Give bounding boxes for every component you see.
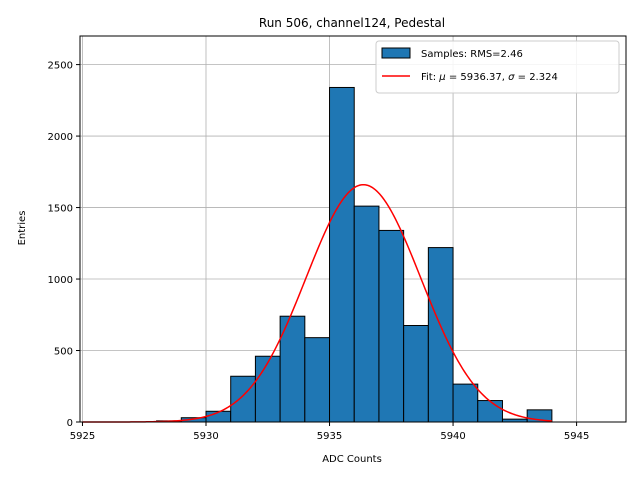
x-tick-label: 5925: [70, 431, 95, 442]
y-axis-ticks: 0 500 1000 1500 2000 2500: [48, 61, 80, 429]
legend-label-samples: Samples: RMS=2.46: [421, 49, 523, 60]
x-tick-label: 5940: [440, 431, 465, 442]
x-tick-label: 5930: [193, 431, 218, 442]
legend: Samples: RMS=2.46 Fit: μ = 5936.37, σ = …: [375, 40, 620, 94]
legend-swatch-samples: [381, 47, 411, 59]
histogram-bar: [353, 205, 380, 423]
histogram-bar: [452, 383, 479, 423]
legend-box: [375, 40, 620, 94]
y-tick-label: 2000: [48, 132, 73, 143]
x-tick-label: 5935: [317, 431, 342, 442]
x-axis-label: ADC Counts: [322, 454, 382, 465]
histogram-bar: [477, 400, 503, 423]
histogram-bar: [329, 86, 355, 423]
histogram-bars: [156, 86, 553, 423]
histogram-bar: [304, 337, 331, 423]
legend-label-fit: Fit: μ = 5936.37, σ = 2.324: [421, 72, 558, 83]
x-tick-label: 5945: [564, 431, 589, 442]
histogram-bar: [378, 229, 405, 423]
histogram-bar: [427, 247, 454, 423]
plot-frame: [79, 35, 627, 423]
y-tick-label: 0: [67, 418, 73, 429]
x-axis-ticks: 5925 5930 5935 5940 5945: [70, 422, 589, 442]
y-tick-label: 2500: [48, 61, 73, 72]
histogram-bar: [254, 355, 281, 423]
histogram-bar: [403, 325, 429, 423]
chart-title: Run 506, channel124, Pedestal: [259, 16, 445, 30]
y-tick-label: 1500: [48, 204, 73, 215]
y-tick-label: 500: [54, 347, 73, 358]
y-axis-label: Entries: [17, 211, 28, 246]
histogram-bar: [230, 375, 256, 423]
y-tick-label: 1000: [48, 275, 73, 286]
